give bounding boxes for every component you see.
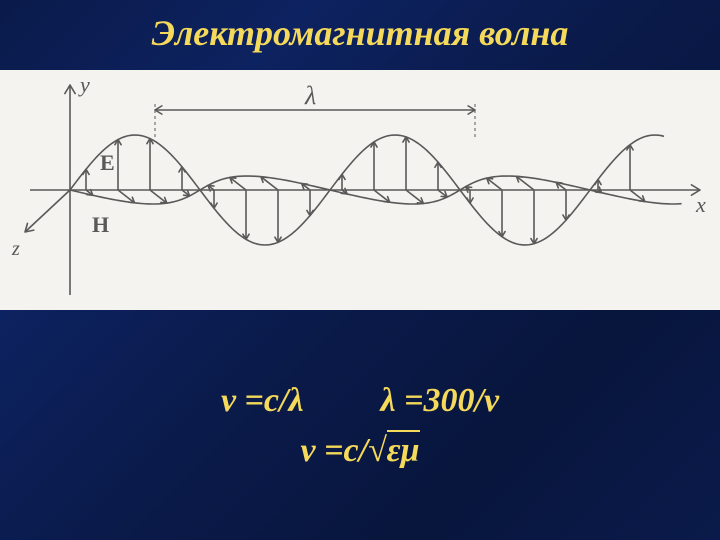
svg-text:x: x <box>695 192 706 217</box>
formula-nu: ν =c/λ <box>221 382 304 420</box>
sqrt-argument: εμ <box>387 432 420 470</box>
svg-text:z: z <box>11 238 20 260</box>
formula-line-1: ν =c/λ λ =300/ν <box>0 382 720 420</box>
svg-text:H: H <box>92 212 109 237</box>
formula-line-2: v =c/√εμ <box>0 432 720 470</box>
sqrt-overline <box>387 430 420 432</box>
slide-title: Электромагнитная волна <box>0 12 720 54</box>
slide: Электромагнитная волна x y z E Hλ ν =c/λ λ =… <box>0 0 720 540</box>
em-wave-diagram: x y z E Hλ <box>0 70 720 310</box>
formula-block: ν =c/λ λ =300/ν v =c/√εμ <box>0 370 720 482</box>
svg-text:λ: λ <box>304 81 316 110</box>
sqrt-content: εμ <box>387 432 420 469</box>
wave-svg: x y z E Hλ <box>0 70 720 310</box>
svg-text:y: y <box>78 72 90 97</box>
svg-text:E: E <box>100 150 115 175</box>
formula-v-prefix: v =c/√ <box>300 432 386 469</box>
formula-lambda: λ =300/ν <box>381 382 500 420</box>
